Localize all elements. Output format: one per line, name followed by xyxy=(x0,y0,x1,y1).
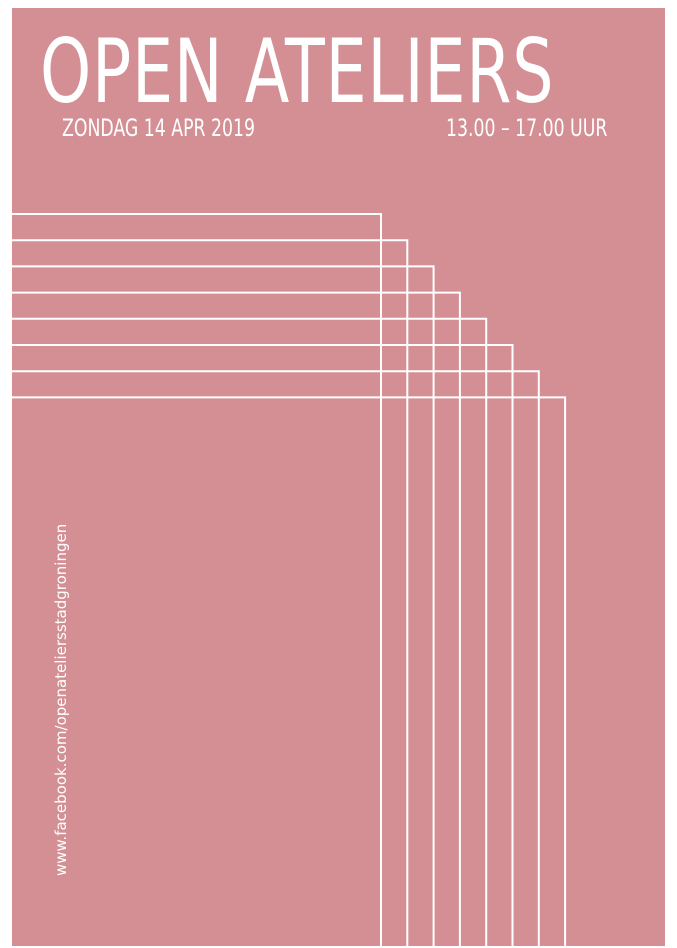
stepped-line xyxy=(12,265,435,946)
stepped-line xyxy=(12,396,567,946)
poster-title: OPEN ATELIERS xyxy=(40,20,555,123)
stepped-lines-graphic xyxy=(12,213,567,946)
poster: OPEN ATELIERS ZONDAG 14 APR 2019 13.00 –… xyxy=(12,8,665,946)
stepped-line xyxy=(12,213,382,946)
event-time: 13.00 – 17.00 UUR xyxy=(446,114,608,142)
stepped-line xyxy=(12,291,461,946)
stepped-line xyxy=(12,370,540,946)
facebook-url: www.facebook.com/openateliersstadgroning… xyxy=(52,523,70,876)
event-date: ZONDAG 14 APR 2019 xyxy=(62,114,255,142)
stepped-line xyxy=(12,239,409,946)
stepped-line xyxy=(12,317,488,946)
stepped-line xyxy=(12,344,514,946)
